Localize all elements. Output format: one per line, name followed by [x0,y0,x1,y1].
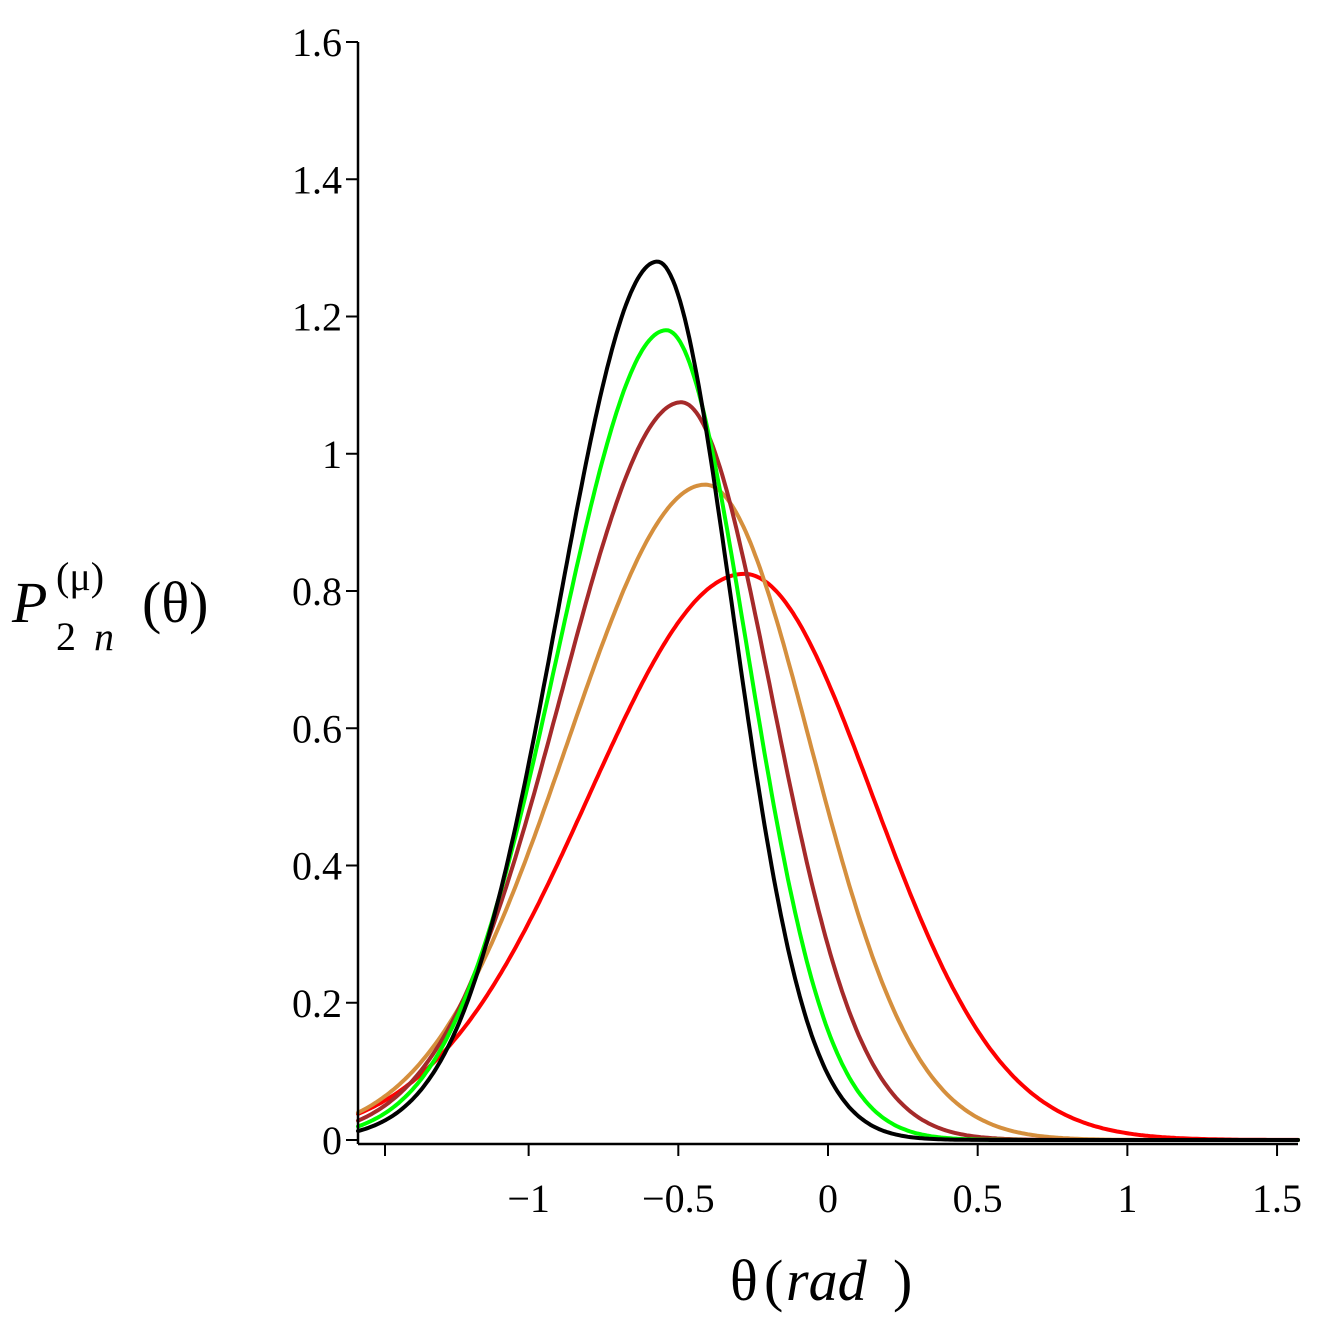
x-axis-title-open: ( [764,1248,783,1313]
x-axis-title-symbol: θ [730,1248,758,1313]
series-line-orange [356,482,1300,1142]
series-line-black [356,259,1300,1142]
x-axis-title-unit: rad [786,1248,868,1313]
x-tick-label: 0 [818,1176,838,1221]
x-tick-label: −1 [507,1176,550,1221]
series-layer [356,259,1300,1142]
y-axis-title-subscript-var: n [94,614,114,659]
y-axis-title-subscript-number: 2 [56,614,76,659]
y-tick-label: 0 [322,1118,342,1163]
y-tick-label: 0.2 [292,981,342,1026]
y-tick-label: 1.2 [292,295,342,340]
x-axis-title-close: ) [893,1248,912,1313]
y-tick-label: 1.6 [292,20,342,65]
y-tick-label: 0.4 [292,844,342,889]
x-tick-label: 1.5 [1252,1176,1302,1221]
y-axis-title: P (μ) 2 n (θ) [11,554,208,659]
series-line-red [356,571,1300,1142]
y-tick-label: 0.6 [292,706,342,751]
series-line-green [356,328,1300,1142]
x-tick-label: −0.5 [642,1176,715,1221]
y-axis-title-superscript: (μ) [56,554,104,599]
y-tick-label: 1.4 [292,157,342,202]
y-axis-title-letter: P [11,570,47,635]
y-tick-label: 0.8 [292,569,342,614]
x-tick-label: 0.5 [953,1176,1003,1221]
y-tick-label: 1 [322,432,342,477]
labels-layer: 0 0.2 0.4 0.6 0.8 1 1.2 1.4 1.6 −1 −0.5 0 0.5 1 1.5 [292,20,1302,1221]
y-axis-title-argument: (θ) [142,570,208,635]
x-axis-title: θ ( rad ) [730,1248,912,1313]
axes-layer [346,41,1298,1156]
x-tick-label: 1 [1117,1176,1137,1221]
